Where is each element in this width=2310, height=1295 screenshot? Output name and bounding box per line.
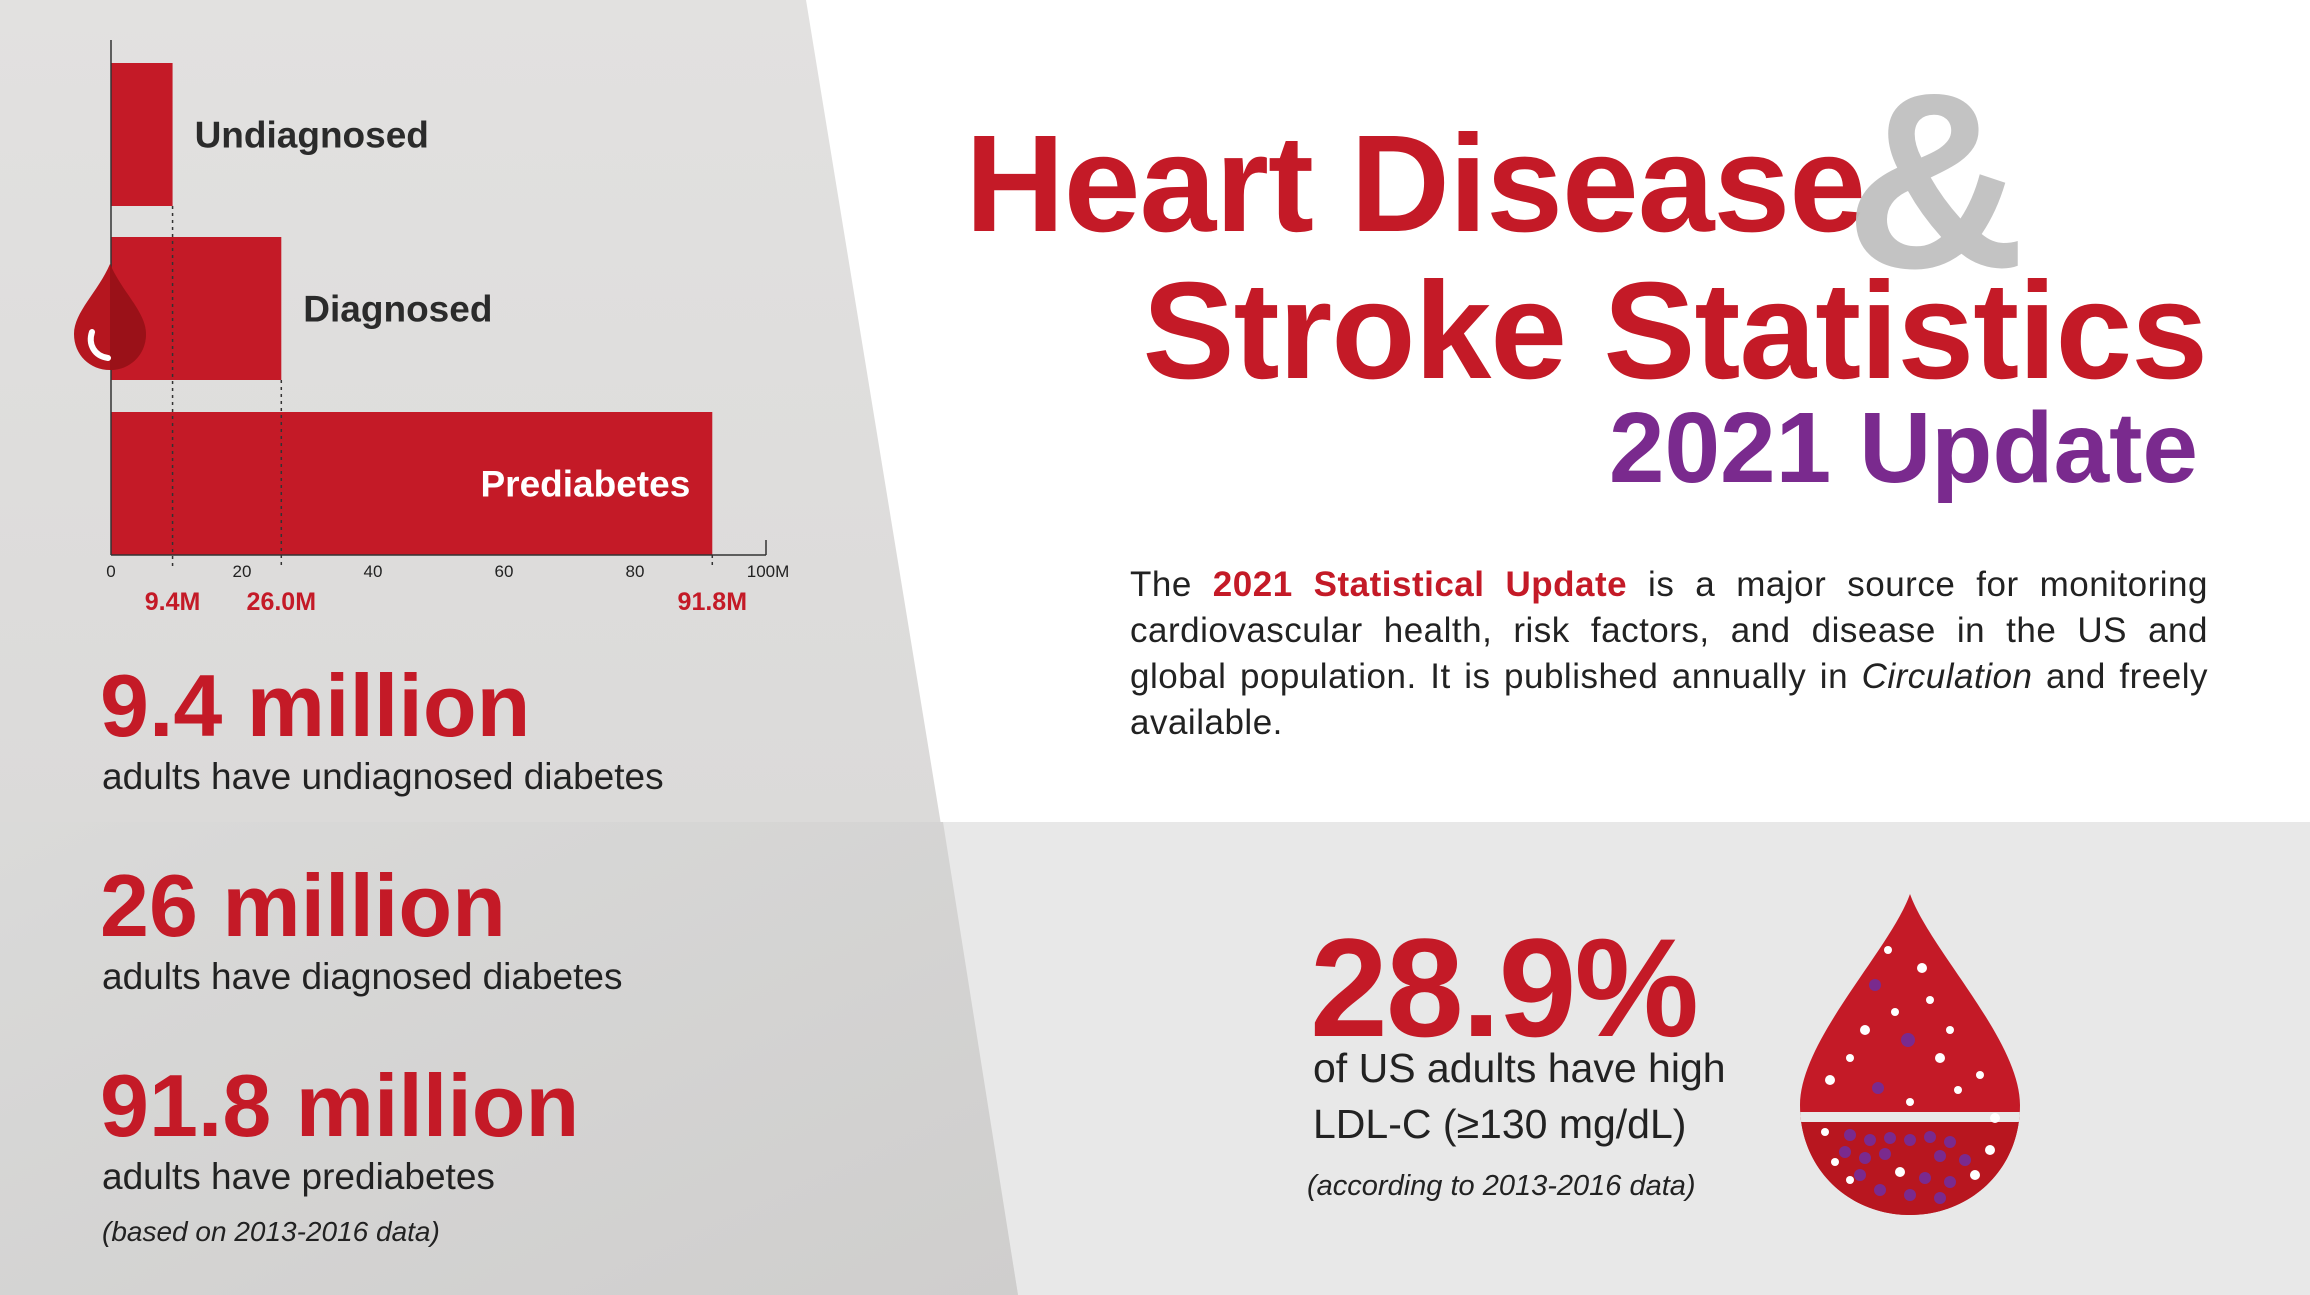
blood-cell-dot — [1901, 1033, 1915, 1047]
blood-cell-dot — [1944, 1176, 1956, 1188]
blood-cell-dot — [1821, 1128, 1829, 1136]
stat-undiagnosed-value: 9.4 million — [100, 656, 531, 755]
title-line-1: Heart Disease — [965, 107, 1866, 261]
blood-cell-dot — [1854, 1169, 1866, 1181]
x-tick-label: 60 — [495, 562, 514, 581]
blood-cell-dot — [1944, 1136, 1956, 1148]
x-tick-label: 40 — [364, 562, 383, 581]
blood-cell-dot — [1904, 1189, 1916, 1201]
blood-cell-dot — [1904, 1134, 1916, 1146]
blood-cell-dot — [1934, 1192, 1946, 1204]
ldl-percentage: 28.9% — [1310, 909, 1699, 1066]
ldl-footnote: (according to 2013-2016 data) — [1307, 1170, 1696, 1202]
blood-cell-dot — [1990, 1113, 2000, 1123]
x-tick-label: 0 — [106, 562, 115, 581]
blood-drop-icon — [74, 264, 146, 370]
blood-cell-dot — [1919, 1172, 1931, 1184]
blood-cell-dot — [1891, 1008, 1899, 1016]
blood-cell-dot — [1917, 963, 1927, 973]
stat-prediabetes-value: 91.8 million — [100, 1056, 580, 1155]
blood-cell-dot — [1839, 1146, 1851, 1158]
blood-cell-dot — [1879, 1148, 1891, 1160]
blood-cell-dot — [1985, 1145, 1995, 1155]
ldl-label-line-1: of US adults have high — [1313, 1045, 1726, 1091]
bar-value-label: 26.0M — [247, 588, 316, 616]
stat-diagnosed-value: 26 million — [100, 856, 506, 955]
blood-cell-dot — [1825, 1075, 1835, 1085]
intro-text: The — [1130, 565, 1213, 604]
blood-cell-dot — [1884, 946, 1892, 954]
blood-cell-dot — [1859, 1152, 1871, 1164]
title-ampersand: & — [1845, 41, 2026, 320]
bar-category-label: Diagnosed — [303, 289, 492, 330]
blood-cell-dot — [1935, 1053, 1945, 1063]
stat-prediabetes-label: adults have prediabetes — [102, 1156, 495, 1197]
blood-cell-dot — [1869, 979, 1881, 991]
stats-footnote: (based on 2013-2016 data) — [102, 1216, 440, 1247]
intro-highlight: 2021 Statistical Update — [1212, 565, 1628, 604]
bar-prediabetes — [111, 412, 713, 555]
blood-cell-dot — [1860, 1025, 1870, 1035]
intro-text: and freely available. — [1130, 657, 2208, 742]
bar-undiagnosed — [111, 63, 173, 206]
blood-cell-dot — [1831, 1158, 1839, 1166]
blood-cell-dot — [1926, 996, 1934, 1004]
bar-diagnosed — [111, 237, 282, 380]
blood-drop-illustration — [1800, 894, 2020, 1215]
x-tick-label: 80 — [626, 562, 645, 581]
blood-cell-dot — [1970, 1170, 1980, 1180]
blood-cell-dot — [1959, 1154, 1971, 1166]
bar-category-label: Prediabetes — [481, 464, 691, 505]
stat-diagnosed-label: adults have diagnosed diabetes — [102, 956, 623, 997]
blood-cell-dot — [1846, 1054, 1854, 1062]
blood-cell-dot — [1844, 1129, 1856, 1141]
blood-cell-dot — [1884, 1132, 1896, 1144]
bar-value-label: 91.8M — [678, 588, 747, 616]
blood-cell-dot — [1976, 1071, 1984, 1079]
ldl-label-line-2: LDL-C (≥130 mg/dL) — [1313, 1101, 1687, 1147]
blood-cell-dot — [1924, 1131, 1936, 1143]
blood-cell-dot — [1934, 1150, 1946, 1162]
intro-paragraph: The 2021 Statistical Update is a major s… — [1130, 562, 2208, 746]
blood-cell-dot — [1906, 1098, 1914, 1106]
bar-category-label: Undiagnosed — [195, 115, 429, 156]
x-tick-label: 100M — [747, 562, 790, 581]
x-tick-label: 20 — [233, 562, 252, 581]
blood-cell-dot — [1864, 1134, 1876, 1146]
blood-cell-dot — [1946, 1026, 1954, 1034]
bar-value-label: 9.4M — [145, 588, 201, 616]
intro-journal: Circulation — [1861, 657, 2033, 696]
blood-cell-dot — [1874, 1184, 1886, 1196]
blood-cell-dot — [1954, 1086, 1962, 1094]
blood-cell-dot — [1895, 1167, 1905, 1177]
title-line-2: Stroke Statistics — [1142, 254, 2208, 408]
diabetes-bar-chart: Undiagnosed Diagnosed Prediabetes 9.4M 26.0… — [106, 40, 790, 616]
intro-text: is a major source for monitoring cardiov… — [1130, 565, 2208, 696]
blood-cell-dot — [1846, 1176, 1854, 1184]
title-update: 2021 Update — [1608, 392, 2198, 504]
stat-undiagnosed-label: adults have undiagnosed diabetes — [102, 756, 664, 797]
blood-cell-dot — [1872, 1082, 1884, 1094]
